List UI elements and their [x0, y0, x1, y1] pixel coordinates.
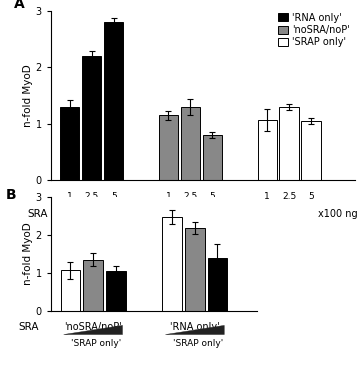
Text: 1: 1	[67, 192, 73, 201]
Bar	[106, 271, 126, 311]
Text: 5: 5	[308, 192, 314, 201]
Legend: 'RNA only', 'noSRA/noP', 'SRAP only': 'RNA only', 'noSRA/noP', 'SRAP only'	[278, 13, 350, 47]
Polygon shape	[64, 325, 122, 335]
Y-axis label: n-fold MyoD: n-fold MyoD	[22, 223, 33, 285]
Bar	[279, 107, 299, 180]
Bar	[181, 107, 200, 180]
Text: 2.5: 2.5	[85, 192, 99, 201]
Bar	[82, 56, 101, 180]
Bar	[257, 120, 277, 180]
Bar	[301, 121, 320, 180]
Bar	[185, 228, 205, 311]
Bar	[162, 217, 182, 311]
Bar	[60, 107, 79, 180]
Text: SRA: SRA	[27, 209, 48, 219]
Text: 5: 5	[210, 192, 215, 201]
Y-axis label: n-fold MyoD: n-fold MyoD	[22, 64, 33, 127]
Text: 1: 1	[264, 192, 270, 201]
Bar	[159, 116, 178, 180]
Text: 5: 5	[111, 192, 117, 201]
Text: 'SRAP only': 'SRAP only'	[71, 339, 121, 348]
Bar	[83, 260, 103, 311]
Text: B: B	[5, 188, 16, 202]
Text: 'RNA only': 'RNA only'	[170, 322, 220, 332]
Bar	[203, 135, 222, 180]
Polygon shape	[165, 325, 224, 335]
Text: SRA: SRA	[18, 322, 39, 332]
Text: 1: 1	[165, 192, 171, 201]
Text: 'SRAP only': 'SRAP only'	[173, 339, 223, 348]
Text: 2.5: 2.5	[282, 192, 296, 201]
Text: x100 ng: x100 ng	[318, 209, 358, 219]
Bar	[60, 270, 80, 311]
Text: 'noSRA/noP': 'noSRA/noP'	[64, 322, 122, 332]
Bar	[104, 22, 123, 180]
Text: 2.5: 2.5	[183, 192, 198, 201]
Bar	[207, 258, 227, 311]
Text: A: A	[14, 0, 25, 11]
